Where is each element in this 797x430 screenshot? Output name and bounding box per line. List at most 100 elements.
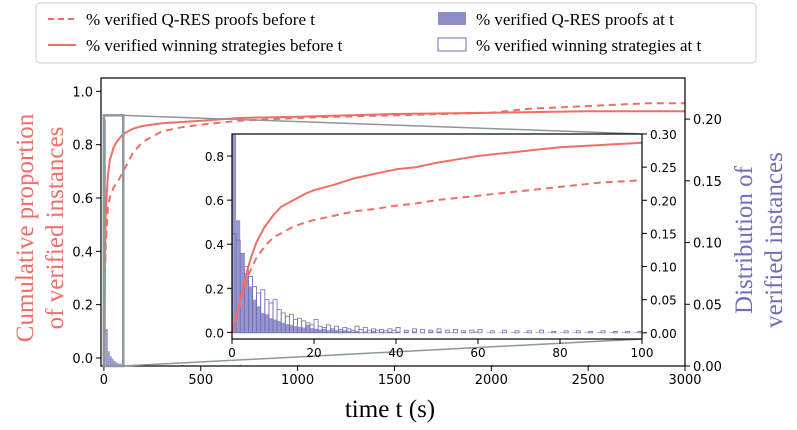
inset-bar-qres-at — [609, 332, 614, 333]
legend-swatch-qres-at — [438, 12, 466, 25]
zoom-connector-top — [123, 114, 643, 135]
inset-bar-qres-at — [260, 312, 265, 333]
main-bar-qres-at — [239, 364, 242, 366]
legend-swatch-strat-at — [437, 37, 467, 52]
legend-frame — [35, 2, 757, 64]
inset-bar-qres-at — [256, 306, 261, 333]
inset-bar-qres-at — [584, 332, 589, 333]
inset-bar-qres-at — [285, 324, 290, 333]
main-ytick-right-label: 0.15 — [693, 175, 722, 190]
main-bar-qres-at — [491, 364, 494, 366]
inset-bar-qres-at — [338, 330, 343, 333]
main-ytick-label: 0.8 — [72, 139, 93, 154]
main-xtick-label: 3000 — [668, 373, 701, 388]
inset-histogram — [231, 134, 643, 334]
inset-bar-qres-at — [363, 331, 368, 333]
inset-bar-qres-at — [326, 330, 331, 333]
inset-ytick-right-label: 0.00 — [650, 327, 677, 341]
inset-bar-qres-at — [309, 328, 314, 333]
inset-bar-strategies-at — [452, 329, 458, 334]
inset-bar-strategies-at — [588, 331, 594, 334]
inset-bar-strategies-at — [436, 328, 442, 334]
inset-bar-strategies-at — [551, 331, 557, 334]
inset-xtick-label: 0 — [228, 346, 236, 360]
y-axis-label-right-line2: verified instances — [761, 152, 788, 328]
inset-bar-strategies-at — [444, 329, 450, 334]
y-axis-label-left-line1: Cumulative proportion — [12, 113, 39, 342]
inset-bar-strategies-at — [411, 328, 417, 334]
inset-bar-qres-at — [473, 331, 478, 333]
inset-bar-qres-at — [396, 331, 401, 333]
inset-ytick-right-label: 0.05 — [650, 294, 677, 308]
main-bar-qres-at — [588, 364, 591, 366]
inset-bar-strategies-at — [514, 330, 520, 334]
main-ytick-label: 0.4 — [72, 245, 93, 260]
inset-bar-qres-at — [596, 332, 601, 333]
legend-label-qres-at: % verified Q-RES proofs at t — [476, 10, 674, 29]
inset-ytick-right-label: 0.15 — [650, 227, 677, 241]
inset-line-strategies-before — [231, 141, 643, 333]
legend-label-strat-at: % verified winning strategies at t — [476, 36, 701, 55]
inset-bar-qres-at — [273, 319, 278, 333]
inset-xtick-label: 20 — [306, 346, 321, 360]
inset-bar-strategies-at — [576, 330, 581, 334]
inset-bar-strategies-at — [612, 331, 618, 334]
inset-line-qres-before — [231, 179, 643, 333]
inset-bar-qres-at — [264, 314, 269, 333]
legend-label-qres-before: % verified Q-RES proofs before t — [86, 10, 315, 29]
main-xtick-label: 2000 — [475, 373, 508, 388]
inset-bar-qres-at — [293, 326, 298, 333]
main-line-strategies-before — [102, 110, 685, 359]
inset-bar-qres-at — [314, 328, 319, 333]
inset-bar-qres-at — [523, 332, 528, 333]
inset-bar-qres-at — [346, 330, 351, 333]
inset-bar-strategies-at — [563, 330, 569, 334]
y-axis-label-right-line1: Distribution of — [731, 165, 758, 314]
inset-bar-strategies-at — [403, 329, 409, 334]
main-xtick-label: 500 — [188, 373, 213, 388]
main-xtick-label: 1000 — [281, 373, 314, 388]
main-bar-qres-at — [181, 364, 184, 366]
inset-ytick-label: 0.2 — [205, 282, 224, 296]
inset-bar-qres-at — [268, 318, 273, 333]
inset-bar-qres-at — [318, 329, 323, 333]
inset-bar-strategies-at — [477, 329, 483, 334]
inset-bar-qres-at — [330, 329, 335, 333]
inset-bar-qres-at — [486, 332, 491, 333]
zoom-indicator — [102, 114, 643, 368]
inset-lines — [231, 141, 643, 333]
inset-bar-qres-at — [449, 332, 454, 333]
inset-ytick-label: 0.4 — [205, 238, 224, 252]
inset-bar-strategies-at — [526, 330, 532, 334]
inset-bar-qres-at — [437, 331, 442, 333]
inset-bar-strategies-at — [600, 330, 606, 334]
main-xtick-label: 2500 — [572, 373, 605, 388]
inset-bar-strategies-at — [469, 329, 475, 334]
legend: % verified Q-RES proofs before t % verif… — [35, 2, 757, 64]
main-bar-qres-at — [115, 362, 118, 366]
main-ytick-label: 0.2 — [72, 299, 93, 314]
inset-bar-qres-at — [535, 332, 540, 333]
main-ytick-label: 0.6 — [72, 192, 93, 207]
inset-bar-strategies-at — [625, 331, 631, 334]
main-bar-qres-at — [111, 358, 114, 366]
inset-ytick-label: 0.8 — [205, 150, 224, 164]
main-ytick-right-label: 0.20 — [693, 113, 722, 128]
inset-bar-qres-at — [621, 332, 626, 333]
inset-ytick-label: 0.6 — [205, 194, 224, 208]
inset-bar-qres-at — [281, 322, 286, 333]
inset-ytick-right-label: 0.20 — [650, 194, 677, 208]
inset-xtick-label: 100 — [631, 346, 654, 360]
inset-bar-strategies-at — [428, 329, 434, 334]
main-lines — [102, 102, 685, 359]
inset-bar-strategies-at — [502, 329, 508, 334]
inset-bar-qres-at — [301, 327, 306, 333]
inset-bar-strategies-at — [461, 330, 467, 334]
inset-bar-qres-at — [334, 330, 339, 333]
inset-xtick-label: 80 — [552, 346, 567, 360]
main-ytick-right-label: 0.05 — [693, 298, 722, 313]
inset-ytick-right-label: 0.10 — [650, 261, 677, 275]
inset-bar-qres-at — [510, 332, 515, 333]
main-plot-frame — [100, 77, 686, 367]
inset-background — [232, 134, 642, 339]
